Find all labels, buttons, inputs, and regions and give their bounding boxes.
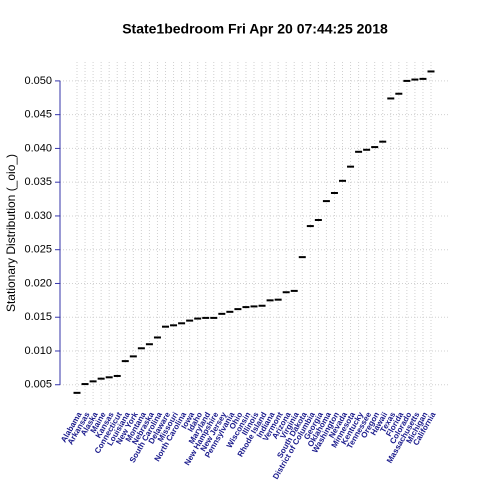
dash — [81, 383, 89, 386]
dash — [274, 298, 282, 301]
dash — [162, 325, 169, 328]
dash — [298, 256, 306, 259]
dash — [379, 140, 387, 143]
dash — [371, 146, 379, 149]
dash — [387, 97, 395, 100]
dash — [73, 391, 81, 394]
dash — [89, 380, 97, 383]
dash — [194, 317, 202, 320]
dash — [306, 225, 314, 228]
y-tick-label: 0.010 — [24, 345, 52, 357]
dash — [137, 347, 145, 350]
y-tick-label: 0.040 — [24, 142, 52, 154]
dash — [290, 289, 298, 292]
dash — [153, 336, 161, 339]
dash — [330, 191, 338, 194]
dash — [202, 316, 210, 319]
dash — [218, 312, 226, 315]
dash — [403, 79, 411, 82]
dash — [113, 374, 121, 377]
dash — [258, 304, 266, 307]
chart-title: State1bedroom Fri Apr 20 07:44:25 2018 — [122, 21, 388, 37]
dash — [266, 299, 274, 302]
y-tick-label: 0.030 — [24, 210, 52, 222]
dash — [322, 200, 330, 203]
dash — [105, 376, 113, 379]
dash — [178, 322, 186, 325]
dash — [186, 319, 194, 322]
dash — [427, 70, 435, 73]
dash — [314, 218, 322, 221]
dash — [250, 305, 258, 308]
dash — [419, 77, 427, 80]
dash — [411, 78, 419, 81]
dash — [170, 324, 178, 327]
y-tick-label: 0.045 — [24, 109, 52, 121]
y-tick-label: 0.020 — [24, 277, 52, 289]
dash — [129, 355, 137, 358]
dash — [242, 306, 250, 309]
y-tick-label: 0.015 — [24, 311, 52, 323]
dash — [234, 308, 242, 311]
y-tick-label: 0.050 — [24, 75, 52, 87]
dash — [210, 316, 218, 319]
y-tick-label: 0.005 — [24, 379, 52, 391]
y-axis-label: Stationary Distribution (_oio_) — [4, 154, 18, 312]
y-tick-label: 0.035 — [24, 176, 52, 188]
dash — [145, 343, 153, 346]
dash — [282, 291, 290, 294]
dash — [97, 377, 105, 380]
dash — [363, 148, 371, 151]
dash — [355, 150, 363, 153]
dash — [395, 92, 403, 95]
dash — [347, 165, 355, 168]
y-tick-label: 0.025 — [24, 244, 52, 256]
dash — [121, 360, 129, 363]
dash — [226, 310, 234, 313]
dash — [339, 179, 346, 182]
